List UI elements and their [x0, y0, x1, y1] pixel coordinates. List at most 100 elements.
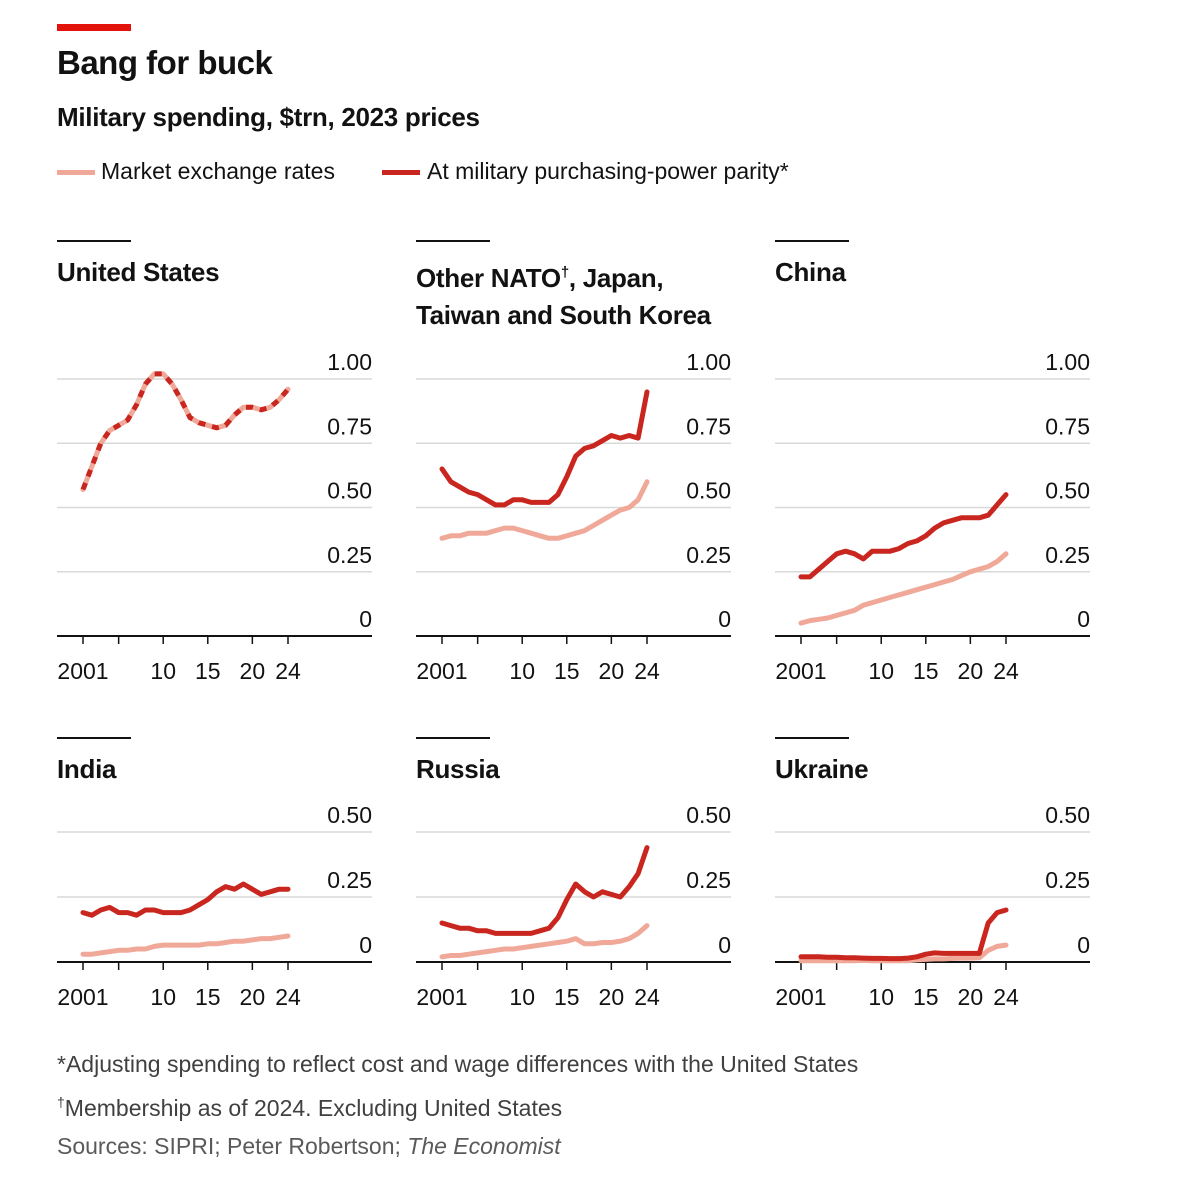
- chart-subtitle: Military spending, $trn, 2023 prices: [57, 102, 480, 132]
- panel-title-part3: Taiwan and South Korea: [416, 300, 711, 330]
- panel-rule: [57, 737, 131, 739]
- y-tick-label: 0.50: [1045, 802, 1090, 828]
- footnote-nato: †Membership as of 2024. Excluding United…: [57, 1083, 858, 1127]
- series-line-ppp: [439, 389, 650, 508]
- x-tick-label: 10: [150, 984, 176, 1010]
- footnote-ppp: *Adjusting spending to reflect cost and …: [57, 1051, 859, 1077]
- series-line-ppp: [798, 492, 1009, 580]
- chart-svg: 0 0.25 0.50 2001 10 15 20 24: [57, 802, 372, 1010]
- x-tick-label: 2001: [775, 984, 826, 1010]
- panel-rule: [416, 240, 490, 242]
- y-tick-label: 0.50: [686, 478, 731, 504]
- x-tick-label: 15: [554, 658, 580, 684]
- x-tick-label: 24: [634, 984, 660, 1010]
- x-tick-label: 2001: [57, 984, 108, 1010]
- panel-title: United States: [57, 257, 220, 287]
- legend-swatch-market: [57, 170, 95, 175]
- x-tick-label: 24: [275, 984, 301, 1010]
- y-tick-label: 1.00: [1045, 349, 1090, 375]
- chart-svg: 0 0.25 0.50 0.75 1.00 2001 10 15 20 24: [57, 349, 372, 684]
- legend-label-ppp: At military purchasing-power parity*: [427, 158, 789, 184]
- chart-svg: 0 0.25 0.50 2001 10 15 20 24: [416, 802, 731, 1010]
- y-tick-label: 0.25: [686, 542, 731, 568]
- x-tick-label: 20: [599, 984, 625, 1010]
- y-tick-label: 1.00: [327, 349, 372, 375]
- x-tick-label: 24: [993, 984, 1019, 1010]
- series-line-market: [80, 933, 291, 957]
- chart-title: Bang for buck: [57, 44, 273, 81]
- series-line-market: [80, 371, 291, 492]
- x-tick-label: 20: [958, 658, 984, 684]
- y-tick-label: 0.75: [686, 413, 731, 439]
- panel-rule: [775, 737, 849, 739]
- y-tick-label: 0.50: [327, 478, 372, 504]
- footnote-nato-text: Membership as of 2024. Excluding United …: [64, 1095, 563, 1121]
- sources: Sources: SIPRI; Peter Robertson; The Eco…: [57, 1127, 858, 1165]
- x-tick-label: 10: [509, 658, 535, 684]
- y-tick-label: 0: [718, 932, 731, 958]
- panel-title: Ukraine: [775, 754, 869, 784]
- panel-rule: [416, 737, 490, 739]
- y-tick-label: 0.25: [1045, 867, 1090, 893]
- sources-text: Sources: SIPRI; Peter Robertson;: [57, 1133, 408, 1159]
- x-tick-label: 20: [958, 984, 984, 1010]
- x-tick-label: 10: [868, 984, 894, 1010]
- y-tick-label: 0.50: [686, 802, 731, 828]
- y-tick-label: 0.75: [1045, 413, 1090, 439]
- y-tick-label: 1.00: [686, 349, 731, 375]
- legend-swatch-ppp: [382, 170, 420, 175]
- x-tick-label: 24: [634, 658, 660, 684]
- panel-title-part2: , Japan,: [568, 263, 664, 293]
- series-line-ppp: [80, 881, 291, 918]
- y-tick-label: 0: [359, 606, 372, 632]
- y-tick-label: 0: [1077, 606, 1090, 632]
- x-tick-label: 2001: [775, 658, 826, 684]
- footnotes: *Adjusting spending to reflect cost and …: [57, 1045, 858, 1165]
- series-line-ppp: [798, 907, 1009, 962]
- x-tick-label: 2001: [416, 658, 467, 684]
- x-tick-label: 24: [993, 658, 1019, 684]
- series-line-ppp: [439, 845, 650, 936]
- x-tick-label: 20: [240, 984, 266, 1010]
- y-tick-label: 0: [359, 932, 372, 958]
- dagger-mark: †: [560, 264, 569, 281]
- y-tick-label: 0.25: [686, 867, 731, 893]
- legend-label-market: Market exchange rates: [101, 158, 335, 184]
- panel-title: China: [775, 257, 846, 287]
- panel-rule: [57, 240, 131, 242]
- series-line-ppp: [80, 371, 290, 491]
- x-tick-label: 10: [150, 658, 176, 684]
- series-line-market: [439, 479, 650, 541]
- y-tick-label: 0.75: [327, 413, 372, 439]
- x-tick-label: 20: [240, 658, 266, 684]
- x-tick-label: 2001: [57, 658, 108, 684]
- chart-svg: 0 0.25 0.50 0.75 1.00 2001 10 15 20 24: [416, 349, 731, 684]
- x-tick-label: 15: [913, 984, 939, 1010]
- panel-rule: [775, 240, 849, 242]
- y-tick-label: 0: [718, 606, 731, 632]
- x-tick-label: 15: [195, 658, 221, 684]
- x-tick-label: 10: [868, 658, 894, 684]
- y-tick-label: 0.25: [327, 542, 372, 568]
- x-tick-label: 15: [913, 658, 939, 684]
- x-tick-label: 10: [509, 984, 535, 1010]
- panel-title-part1: Other NATO: [416, 263, 561, 293]
- y-tick-label: 0.50: [1045, 478, 1090, 504]
- sources-publication: The Economist: [407, 1133, 561, 1159]
- x-tick-label: 15: [554, 984, 580, 1010]
- y-tick-label: 0: [1077, 932, 1090, 958]
- x-tick-label: 24: [275, 658, 301, 684]
- brand-red-bar: [57, 24, 131, 31]
- series-line-market: [439, 923, 650, 960]
- x-tick-label: 2001: [416, 984, 467, 1010]
- x-tick-label: 15: [195, 984, 221, 1010]
- y-tick-label: 0.25: [1045, 542, 1090, 568]
- series-line-market: [798, 551, 1009, 626]
- panel-title: Russia: [416, 754, 500, 784]
- chart-svg: 0 0.25 0.50 2001 10 15 20 24: [775, 802, 1090, 1010]
- chart-svg: 0 0.25 0.50 0.75 1.00 2001 10 15 20 24: [775, 349, 1090, 684]
- panel-title: Other NATO†, Japan, Taiwan and South Kore…: [416, 254, 711, 334]
- dagger-mark: †: [57, 1094, 65, 1110]
- x-tick-label: 20: [599, 658, 625, 684]
- y-tick-label: 0.25: [327, 867, 372, 893]
